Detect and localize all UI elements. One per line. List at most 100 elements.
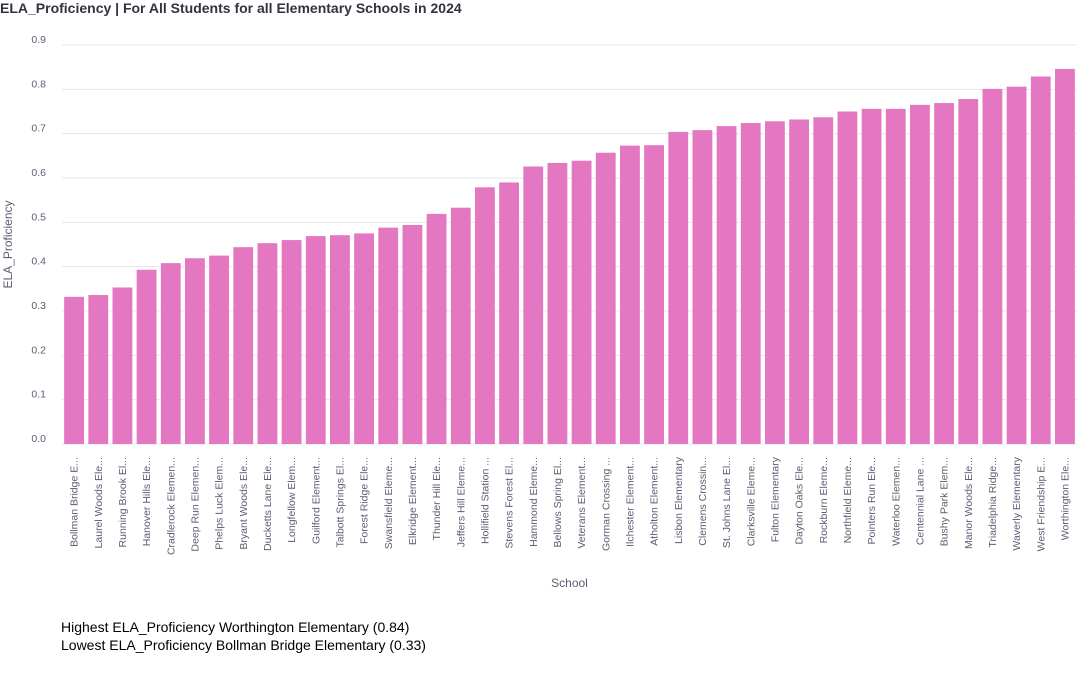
bar[interactable] <box>136 269 157 444</box>
x-tick-label: Guilford Element... <box>310 457 322 544</box>
bar[interactable] <box>475 187 495 444</box>
x-tick-label: Rockburn Eleme... <box>818 457 830 543</box>
bar[interactable] <box>426 213 447 444</box>
x-tick-label: Clarksville Eleme... <box>745 457 757 546</box>
x-tick-label: Jeffers Hill Eleme... <box>455 457 467 547</box>
x-tick-label: Laurel Woods Ele... <box>93 457 105 548</box>
y-tick-label: 0.6 <box>31 167 46 179</box>
x-tick-label: Talbott Springs El... <box>334 457 346 547</box>
x-tick-label: Triadelphia Ridge... <box>987 457 999 548</box>
bar[interactable] <box>547 162 568 444</box>
bar[interactable] <box>644 145 664 444</box>
bar[interactable] <box>257 243 278 444</box>
x-tick-label: Waterloo Elemen... <box>890 457 902 546</box>
y-tick-label: 0.1 <box>31 389 46 401</box>
x-tick-label: Lisbon Elementary <box>673 456 685 544</box>
x-tick-label: Centennial Lane ... <box>914 457 926 545</box>
bar[interactable] <box>330 235 350 444</box>
bar[interactable] <box>571 160 592 444</box>
x-tick-label: Hollifield Station ... <box>479 457 491 544</box>
bar[interactable] <box>595 152 616 445</box>
bar[interactable] <box>910 104 930 444</box>
bar[interactable] <box>668 131 689 445</box>
x-tick-label: Thunder Hill Ele... <box>431 457 443 540</box>
y-axis-title: ELA_Proficiency <box>1 200 15 288</box>
bar[interactable] <box>64 296 84 444</box>
x-tick-label: Forest Ridge Ele... <box>359 457 371 544</box>
bar[interactable] <box>982 88 1003 444</box>
bar-chart: 0.0 0.1 0.2 0.3 0.4 0.5 0.6 0.7 0.8 0.9 Bollman B… <box>1 34 1077 590</box>
x-tick-label: Gorman Crossing ... <box>600 457 612 551</box>
bar[interactable] <box>354 233 374 444</box>
y-tick-label: 0.3 <box>31 300 46 312</box>
bar[interactable] <box>185 258 205 444</box>
bar[interactable] <box>378 227 399 444</box>
x-tick-label: Swansfield Eleme... <box>383 457 395 549</box>
x-tick-label: Manor Woods Ele... <box>963 457 975 549</box>
lowest-summary: Lowest ELA_Proficiency Bollman Bridge El… <box>61 637 426 653</box>
x-tick-label: Ducketts Lane Ele... <box>262 457 274 551</box>
bar[interactable] <box>450 207 471 444</box>
bar[interactable] <box>281 240 302 444</box>
x-tick-label: Hanover Hills Ele... <box>141 457 153 546</box>
bar[interactable] <box>958 99 979 444</box>
bar[interactable] <box>765 121 785 445</box>
x-tick-label: Bryant Woods Ele... <box>238 457 250 550</box>
x-tick-label: Dayton Oaks Ele... <box>794 457 806 545</box>
bar[interactable] <box>837 111 858 445</box>
bar[interactable] <box>88 295 109 444</box>
bar[interactable] <box>740 123 761 444</box>
bar[interactable] <box>716 126 737 444</box>
x-tick-label: Atholton Element... <box>649 457 661 546</box>
x-tick-label: St. Johns Lane El... <box>721 457 733 548</box>
bar[interactable] <box>789 119 809 444</box>
bar[interactable] <box>233 247 254 444</box>
x-tick-label: Veterans Element... <box>576 457 588 549</box>
x-tick-label: Deep Run Elemen... <box>189 457 201 552</box>
bar[interactable] <box>620 145 640 445</box>
x-tick-label: Longfellow Elem... <box>286 457 298 543</box>
bar[interactable] <box>1006 86 1027 444</box>
bar[interactable] <box>305 236 326 444</box>
bar[interactable] <box>885 108 906 444</box>
bar[interactable] <box>934 103 954 445</box>
bar[interactable] <box>402 224 423 444</box>
bar[interactable] <box>499 182 519 444</box>
x-tick-label: Hammond Eleme... <box>528 457 540 547</box>
bar[interactable] <box>209 255 229 444</box>
x-tick-label: Bellows Spring El... <box>552 457 564 547</box>
x-tick-label: Bollman Bridge E... <box>69 457 81 547</box>
x-tick-label: Clemens Crossin... <box>697 457 709 546</box>
gridlines <box>62 44 1077 445</box>
y-axis-ticks: 0.0 0.1 0.2 0.3 0.4 0.5 0.6 0.7 0.8 0.9 <box>31 34 46 445</box>
bars <box>64 68 1075 445</box>
y-tick-label: 0.2 <box>31 344 46 356</box>
chart-title: ELA_Proficiency | For All Students for a… <box>0 0 462 16</box>
bar[interactable] <box>861 108 882 444</box>
bar[interactable] <box>1055 68 1075 444</box>
x-tick-label: Cradlerock Elemen... <box>165 457 177 555</box>
y-tick-label: 0.9 <box>31 34 46 46</box>
x-tick-label: Waverly Elementary <box>1011 456 1023 550</box>
bar[interactable] <box>160 263 181 444</box>
highest-summary: Highest ELA_Proficiency Worthington Elem… <box>61 619 410 635</box>
bar[interactable] <box>692 130 713 444</box>
bar[interactable] <box>523 166 544 444</box>
y-tick-label: 0.7 <box>31 123 46 135</box>
x-axis-ticks: Bollman Bridge E... Laurel Woods Ele... Ru… <box>69 456 1072 555</box>
y-tick-label: 0.0 <box>31 433 46 445</box>
y-tick-label: 0.8 <box>31 78 46 90</box>
x-tick-label: Worthington Ele... <box>1059 457 1071 540</box>
y-tick-label: 0.4 <box>31 256 46 268</box>
x-tick-label: Stevens Forest El... <box>504 457 516 549</box>
x-tick-label: Northfield Eleme... <box>842 457 854 543</box>
x-tick-label: Bushy Park Elem... <box>939 457 951 546</box>
bar[interactable] <box>1030 76 1051 444</box>
bar[interactable] <box>813 117 834 444</box>
bar[interactable] <box>112 287 133 444</box>
summary: Highest ELA_Proficiency Worthington Elem… <box>61 618 426 654</box>
x-tick-label: Running Brook El... <box>117 457 129 547</box>
x-tick-label: West Friendship E... <box>1035 457 1047 551</box>
x-tick-label: Elkridge Element... <box>407 457 419 545</box>
x-axis-title: School <box>551 576 588 590</box>
